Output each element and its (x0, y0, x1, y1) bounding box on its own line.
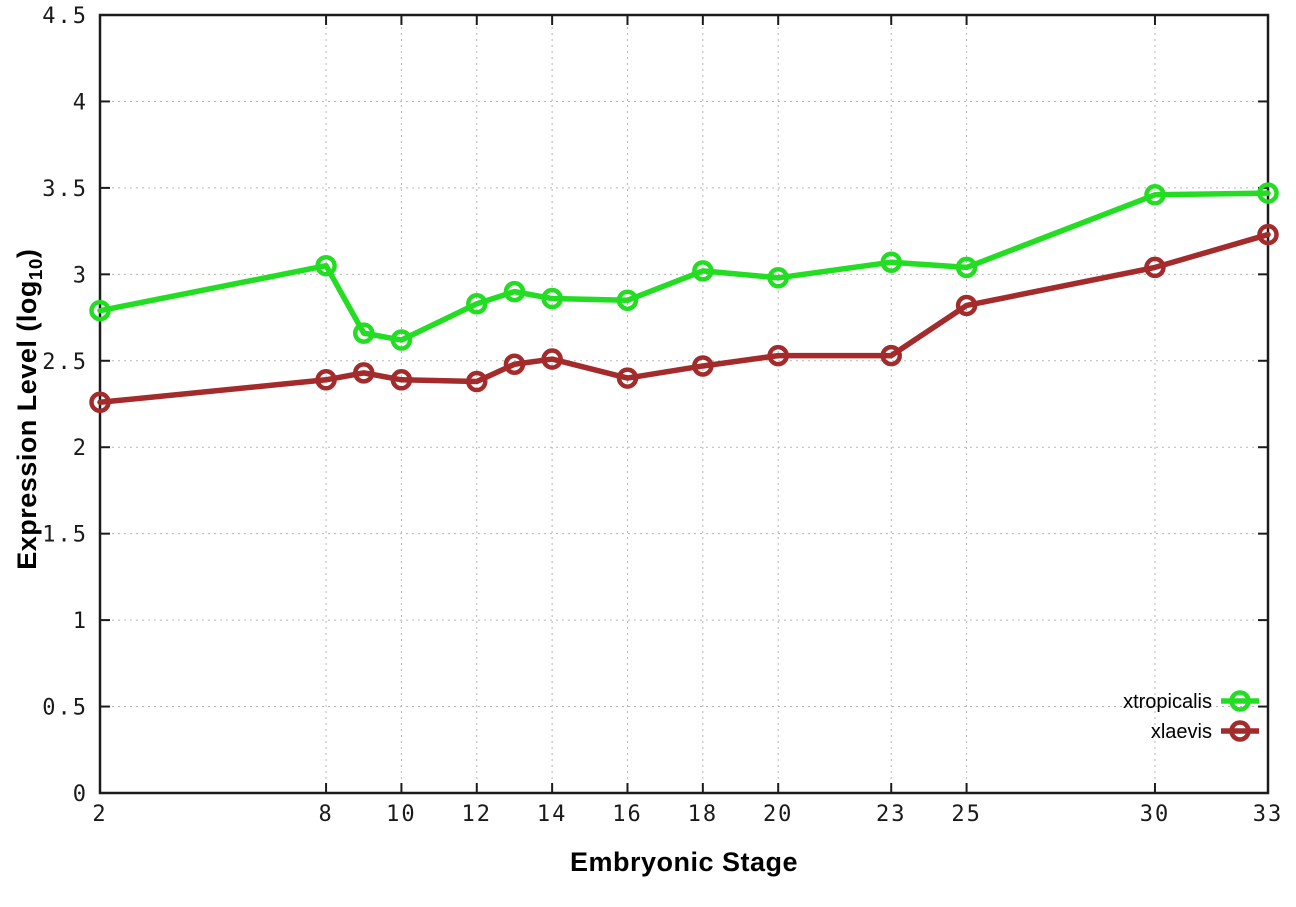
series-line-xlaevis (97, 231, 1271, 406)
data-point-xtropicalis (616, 289, 639, 312)
data-point-xtropicalis (503, 280, 526, 303)
x-tick-label: 23 (876, 802, 907, 827)
x-tick-label: 10 (386, 802, 417, 827)
data-point-xlaevis (880, 344, 902, 367)
data-point-xlaevis (466, 370, 488, 393)
x-tick-label: 25 (951, 802, 982, 827)
data-point-xlaevis (955, 294, 978, 317)
data-point-xlaevis (767, 344, 789, 367)
x-tick-label: 33 (1253, 802, 1284, 827)
data-point-xtropicalis (767, 267, 789, 289)
y-tick-label: 3 (73, 263, 88, 288)
data-point-xtropicalis (541, 287, 563, 310)
y-tick-label: 2 (73, 436, 88, 461)
y-axis-title-post: ) (11, 248, 42, 259)
plot-border (98, 13, 1270, 795)
x-tick-label: 18 (688, 802, 719, 827)
x-axis-title: Embryonic Stage (569, 847, 799, 877)
data-point-xlaevis (503, 353, 526, 375)
x-tick-label: 30 (1140, 802, 1171, 827)
series-line-xtropicalis (97, 190, 1271, 343)
legend-marker-xlaevis (1229, 720, 1251, 742)
x-tick-label: 14 (537, 802, 568, 827)
data-point-xtropicalis (1257, 182, 1279, 204)
data-point-xtropicalis (955, 256, 978, 279)
data-point-xlaevis (541, 348, 563, 370)
y-tick-label: 4.5 (42, 4, 88, 29)
x-tick-label: 20 (763, 802, 794, 827)
data-point-xtropicalis (880, 251, 902, 273)
y-tick-label: 2.5 (42, 350, 88, 375)
y-tick-label: 3.5 (42, 177, 88, 202)
y-tick-label: 1.5 (42, 523, 88, 548)
data-point-xtropicalis (692, 260, 714, 282)
legend-marker-xtropicalis (1229, 690, 1251, 712)
legend-label-xtropicalis: xtropicalis (1123, 691, 1212, 713)
legend-label-xlaevis: xlaevis (1151, 721, 1212, 743)
data-point-xtropicalis (390, 329, 413, 351)
data-point-xtropicalis (1144, 184, 1166, 206)
y-axis-title-sub: 10 (26, 258, 48, 281)
data-point-xtropicalis (352, 322, 375, 344)
x-tick-label: 2 (92, 802, 107, 827)
data-point-xlaevis (1257, 223, 1279, 246)
data-point-xlaevis (315, 369, 337, 391)
x-tick-label: 8 (318, 802, 333, 827)
y-tick-label: 0 (73, 782, 88, 807)
data-point-xlaevis (89, 391, 111, 414)
x-tick-label: 16 (612, 802, 643, 827)
data-point-xtropicalis (466, 292, 488, 315)
y-tick-label: 4 (73, 90, 88, 115)
data-point-xlaevis (1144, 256, 1166, 279)
y-axis-title: Expression Level (log10) (12, 209, 48, 609)
data-point-xtropicalis (315, 254, 337, 277)
y-tick-label: 1 (73, 609, 88, 634)
data-point-xlaevis (352, 362, 375, 384)
data-point-xtropicalis (89, 299, 111, 322)
y-axis-title-pre: Expression Level (log (11, 280, 42, 570)
data-point-xlaevis (692, 355, 714, 377)
data-point-xlaevis (390, 369, 413, 391)
x-tick-label: 12 (462, 802, 493, 827)
data-point-xlaevis (616, 367, 639, 389)
y-tick-label: 0.5 (42, 696, 88, 721)
